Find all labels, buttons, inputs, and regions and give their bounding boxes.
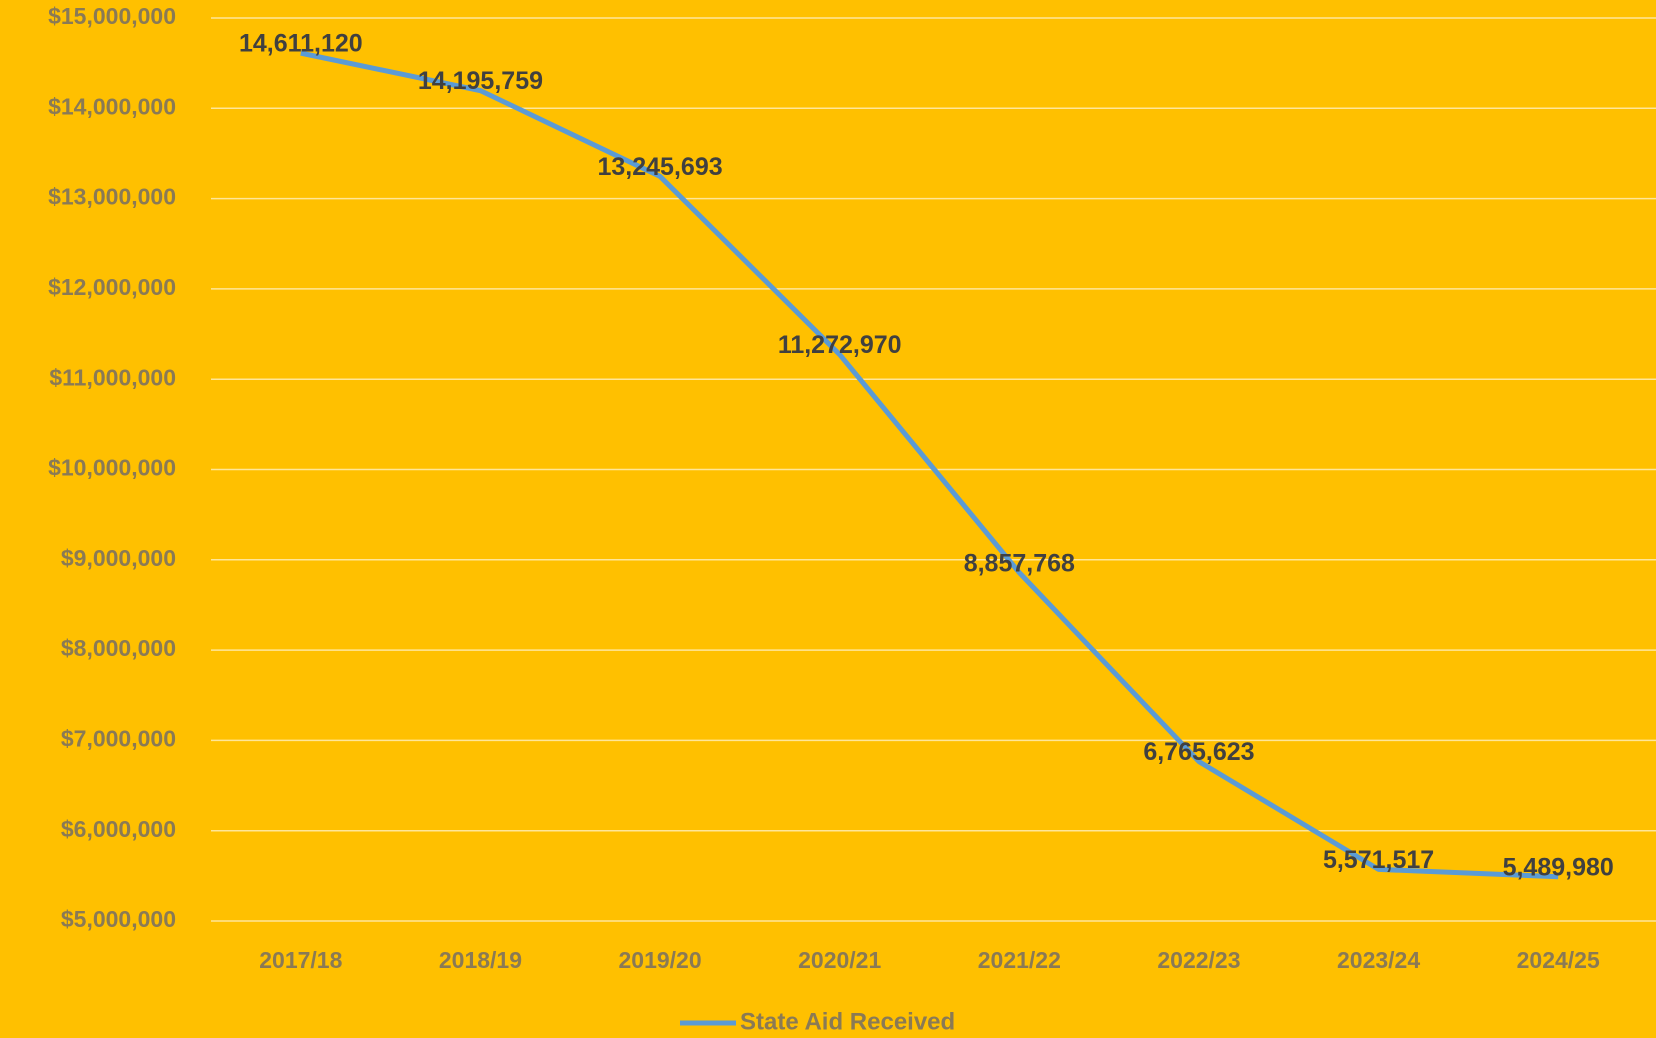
y-tick-label: $12,000,000 — [48, 274, 176, 300]
legend-label: State Aid Received — [740, 1008, 955, 1035]
data-label: 14,611,120 — [239, 30, 363, 58]
data-label: 8,857,768 — [964, 549, 1075, 577]
data-label: 11,272,970 — [778, 331, 902, 359]
y-tick-label: $11,000,000 — [49, 364, 176, 390]
y-tick-label: $10,000,000 — [48, 455, 176, 481]
x-tick-label: 2019/20 — [618, 947, 701, 973]
y-tick-label: $15,000,000 — [48, 3, 176, 29]
x-tick-label: 2020/21 — [798, 947, 881, 973]
data-label: 5,489,980 — [1503, 853, 1614, 881]
x-tick-label: 2017/18 — [259, 947, 342, 973]
data-label: 13,245,693 — [598, 153, 723, 181]
x-tick-label: 2024/25 — [1517, 947, 1600, 973]
y-tick-label: $9,000,000 — [61, 545, 176, 571]
x-tick-label: 2022/23 — [1157, 947, 1240, 973]
data-label: 14,195,759 — [418, 67, 543, 95]
x-tick-label: 2023/24 — [1337, 947, 1420, 973]
y-tick-label: $13,000,000 — [48, 184, 176, 210]
y-tick-label: $8,000,000 — [61, 635, 176, 661]
line — [300, 50, 1559, 880]
y-tick-label: $6,000,000 — [61, 816, 176, 842]
x-tick-label: 2021/22 — [978, 947, 1061, 973]
data-label: 6,765,623 — [1143, 738, 1254, 766]
x-tick-label: 2018/19 — [439, 947, 522, 973]
y-tick-label: $14,000,000 — [48, 93, 176, 119]
data-label: 5,571,517 — [1323, 846, 1434, 874]
y-tick-label: $5,000,000 — [61, 906, 176, 932]
y-tick-label: $7,000,000 — [61, 725, 176, 751]
